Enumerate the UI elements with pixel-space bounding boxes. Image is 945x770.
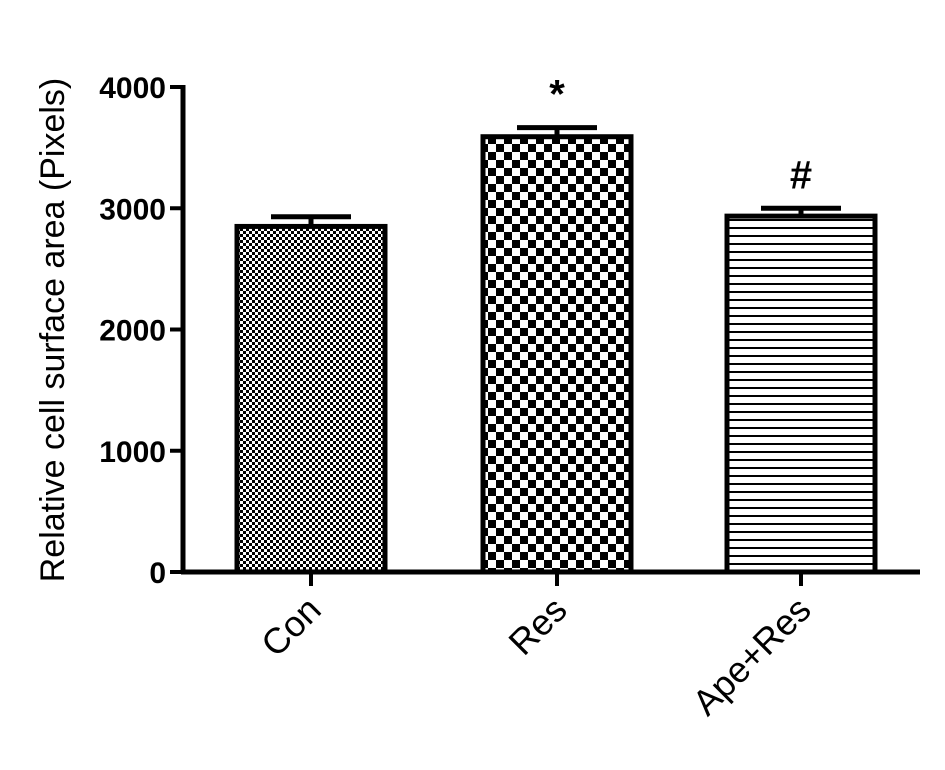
y-tick-label: 1000 xyxy=(99,436,166,469)
bars xyxy=(234,125,878,575)
bar-con xyxy=(234,223,388,575)
y-tick-label: 3000 xyxy=(99,193,166,226)
y-tick-label: 4000 xyxy=(99,72,166,105)
labels: 0 1000 2000 3000 4000 Con Res * Ape+Res # xyxy=(99,72,818,723)
bar-res xyxy=(480,134,634,575)
y-axis-label: Relative cell surface area (Pixels) xyxy=(34,78,72,583)
x-tick-label: Con xyxy=(253,589,329,665)
y-tick-label: 0 xyxy=(149,557,166,590)
x-tick-label: Ape+Res xyxy=(684,589,818,723)
significance-marker: # xyxy=(790,153,812,197)
y-tick-label: 2000 xyxy=(99,315,166,348)
x-tick-label: Res xyxy=(500,589,574,663)
significance-marker: * xyxy=(549,73,565,117)
bar-ape-res xyxy=(724,213,878,575)
